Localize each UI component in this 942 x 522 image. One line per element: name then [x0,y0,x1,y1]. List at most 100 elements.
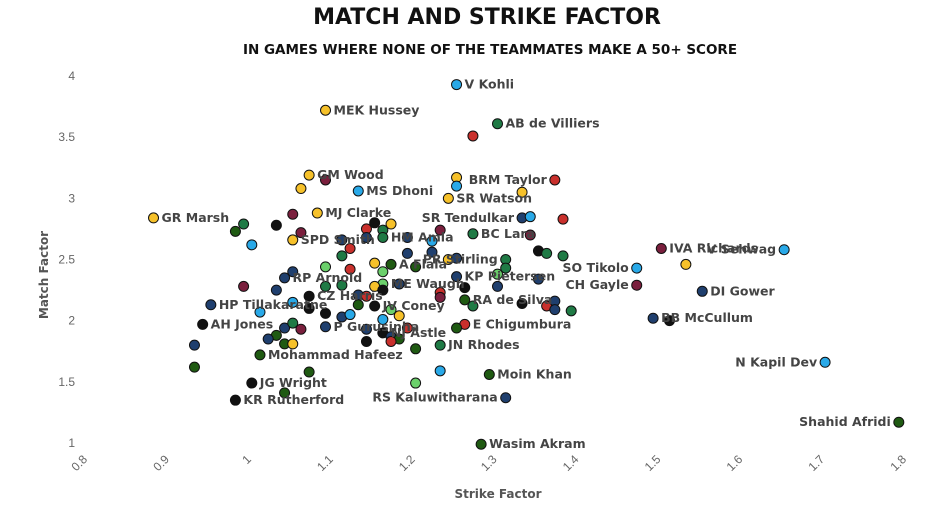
point-label: SR Watson [456,190,532,205]
data-point [565,305,577,317]
data-point [451,252,463,264]
point-label: JG Wright [259,375,327,390]
point-label: JN Rhodes [447,337,519,352]
data-point [287,208,299,220]
data-point [434,365,446,377]
data-points [148,79,905,450]
y-axis-label: Match Factor [37,231,51,319]
point-label: MJ Clarke [325,205,391,220]
point-label: KP Pietersen [465,269,556,284]
data-point [451,79,463,91]
x-tick-label: 1.2 [396,452,418,474]
data-point [524,211,536,223]
data-point [631,262,643,274]
data-point [557,250,569,262]
data-point [369,300,381,312]
point-label: Moin Khan [497,366,571,381]
data-point [516,298,528,310]
data-point [393,278,405,290]
data-point [287,296,299,308]
x-axis-label: Strike Factor [455,487,542,501]
data-point [393,310,405,322]
data-point [287,317,299,329]
data-point [344,263,356,275]
data-point [320,280,332,292]
data-point [451,180,463,192]
data-point [369,257,381,269]
data-point [270,284,282,296]
data-point [377,266,389,278]
data-point [197,318,209,330]
data-point [229,394,241,406]
data-point [303,290,315,302]
data-point [893,416,905,428]
chart-title: MATCH AND STRIKE FACTOR [313,5,661,30]
data-point [524,229,536,241]
data-point [295,227,307,239]
data-point [254,306,266,318]
point-label: HM Amla [391,229,454,244]
y-tick-label: 1 [68,436,75,450]
data-point [287,234,299,246]
point-label: CH Gayle [566,277,629,292]
data-point [287,338,299,350]
data-point [434,291,446,303]
data-point [360,323,372,335]
data-point [385,335,397,347]
point-label: SPD Smith [301,232,375,247]
data-point [336,279,348,291]
data-point [549,304,561,316]
data-point [663,315,675,327]
point-label: PR Stirling [423,252,498,267]
data-point [254,349,266,361]
data-point [229,225,241,237]
data-point [352,185,364,197]
data-point [320,261,332,273]
data-point [532,273,544,285]
point-label: SO Tikolo [562,260,629,275]
point-label: AB de Villiers [506,116,600,131]
data-point [336,234,348,246]
point-label: RS Kaluwitharana [372,390,497,405]
data-point [279,387,291,399]
data-point [295,183,307,195]
data-point [467,130,479,142]
data-point [352,299,364,311]
data-point [459,294,471,306]
data-point [778,244,790,256]
x-tick-label: 1.5 [642,452,664,474]
data-point [819,356,831,368]
data-point [238,218,250,230]
point-label: BRM Taylor [469,172,548,187]
data-point [410,261,422,273]
data-point [401,231,413,243]
data-point [148,212,160,224]
data-point [238,280,250,292]
point-label: GR Marsh [162,210,230,225]
data-point [205,299,217,311]
y-tick-label: 3 [68,191,75,205]
data-point [492,280,503,292]
data-point [492,118,503,130]
data-point [303,366,315,378]
data-point [434,339,446,351]
x-axis-ticks: 0.8 0.9 1 1.1 1.2 1.3 1.4 1.5 1.6 1.7 1.8 [68,452,909,474]
data-point [369,217,381,229]
data-point [492,268,503,280]
data-point [459,282,471,294]
data-point [410,377,422,389]
point-label: GM Wood [317,167,384,182]
data-point [549,174,561,186]
data-point [262,333,274,345]
point-label: BC Lara [481,226,535,241]
point-label: JV Coney [382,298,445,313]
point-label: Shahid Afridi [799,414,891,429]
data-point [360,335,372,347]
point-label: MS Dhoni [366,183,433,198]
data-labels: V Kohli MEK Hussey AB de Villiers GM Wood BR… [162,77,891,452]
data-point [410,343,422,355]
point-label: DI Gower [710,283,775,298]
point-label: Wasim Akram [489,436,586,451]
y-tick-label: 3.5 [58,130,75,144]
